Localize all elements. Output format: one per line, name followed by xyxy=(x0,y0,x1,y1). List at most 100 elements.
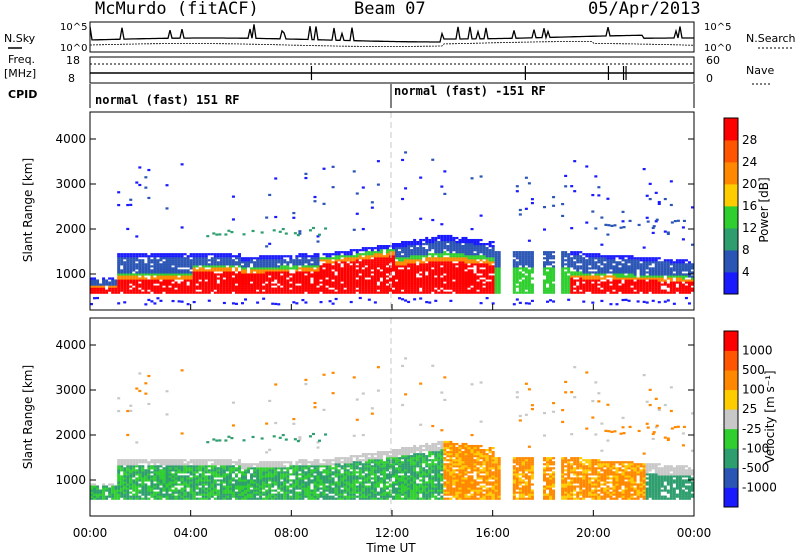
power-cell xyxy=(322,283,326,286)
power-cell xyxy=(413,285,417,288)
power-cell xyxy=(144,273,148,276)
power-cell xyxy=(410,245,414,248)
power-cell xyxy=(358,265,362,268)
power-cell xyxy=(515,257,519,260)
power-cell xyxy=(379,281,383,284)
velocity-cell xyxy=(129,463,133,466)
power-cell xyxy=(349,279,353,282)
power-cell xyxy=(416,277,420,280)
power-cell xyxy=(183,291,187,294)
velocity-cell xyxy=(114,495,118,498)
power-cell xyxy=(633,273,637,276)
velocity-cell xyxy=(262,465,266,468)
velocity-cell xyxy=(298,477,302,480)
velocity-cell xyxy=(201,491,205,494)
power-cell xyxy=(431,271,435,274)
power-cell xyxy=(678,279,682,282)
power-cell xyxy=(425,236,429,240)
power-cell xyxy=(349,255,353,258)
power-cell xyxy=(642,263,646,266)
power-cell xyxy=(612,291,616,294)
power-cell xyxy=(413,281,417,284)
velocity-cell xyxy=(201,461,205,464)
velocity-cell xyxy=(256,481,260,484)
power-cell xyxy=(470,245,474,248)
velocity-cell xyxy=(265,469,269,472)
power-cell xyxy=(213,277,217,280)
velocity-cell xyxy=(135,441,139,444)
power-cell xyxy=(222,265,226,268)
power-cell xyxy=(177,285,181,288)
power-cell xyxy=(576,279,580,282)
power-cell xyxy=(293,232,297,235)
power-cell xyxy=(613,224,617,227)
power-cell xyxy=(174,265,178,268)
power-cell xyxy=(183,277,187,280)
velocity-cell xyxy=(144,477,148,480)
velocity-cell xyxy=(253,495,257,498)
power-cell xyxy=(434,289,438,292)
power-cell xyxy=(497,269,501,272)
power-cell xyxy=(419,267,423,270)
power-cell xyxy=(440,285,444,288)
power-cell xyxy=(461,255,465,258)
power-cell xyxy=(132,253,136,256)
power-cell xyxy=(364,257,368,260)
power-cell xyxy=(367,271,371,274)
power-cell xyxy=(144,269,148,272)
power-cell xyxy=(382,263,386,266)
power-cell xyxy=(328,267,332,270)
power-cell xyxy=(373,301,377,304)
velocity-cell xyxy=(222,469,226,472)
power-cell xyxy=(654,191,658,194)
velocity-cell xyxy=(126,467,130,470)
power-cell xyxy=(250,267,254,270)
velocity-cell xyxy=(304,382,308,386)
power-cell xyxy=(123,269,127,272)
power-cell xyxy=(379,263,383,266)
power-cell xyxy=(93,279,97,282)
velocity-cell xyxy=(126,475,130,478)
power-cell xyxy=(651,285,655,288)
power-cell xyxy=(678,277,682,280)
power-cell xyxy=(247,281,251,284)
velocity-cell xyxy=(301,465,305,468)
power-cell xyxy=(241,261,244,264)
velocity-cell xyxy=(138,495,142,498)
power-cell xyxy=(135,275,139,278)
power-cell xyxy=(144,186,148,189)
power-cell xyxy=(216,291,220,294)
velocity-cell xyxy=(316,477,320,480)
power-cell xyxy=(364,291,368,294)
power-cell xyxy=(603,269,607,272)
power-cell xyxy=(352,269,356,272)
power-cell xyxy=(186,263,190,266)
power-cell xyxy=(627,255,631,258)
power-cell xyxy=(385,245,389,248)
velocity-cell xyxy=(201,473,205,476)
power-cell xyxy=(549,283,553,286)
power-cell xyxy=(120,253,124,256)
velocity-cell xyxy=(283,495,287,498)
power-cell xyxy=(524,261,528,264)
velocity-cell xyxy=(244,463,248,466)
power-cell xyxy=(385,253,389,256)
velocity-cell xyxy=(102,495,106,498)
velocity-cell xyxy=(313,477,317,480)
velocity-cell xyxy=(234,463,238,466)
power-cell xyxy=(588,275,592,278)
power-cell xyxy=(210,277,214,280)
velocity-cell xyxy=(241,487,244,490)
power-cell xyxy=(271,279,275,282)
velocity-cell xyxy=(129,461,133,464)
power-cell xyxy=(657,271,661,274)
power-cell xyxy=(313,277,317,280)
power-cell xyxy=(373,285,377,288)
velocity-cell xyxy=(256,463,260,466)
power-cell xyxy=(443,234,447,238)
power-cell xyxy=(392,263,395,266)
power-cell xyxy=(515,271,519,274)
power-cell xyxy=(346,281,350,284)
power-cell xyxy=(582,271,586,274)
power-cell xyxy=(413,279,417,282)
